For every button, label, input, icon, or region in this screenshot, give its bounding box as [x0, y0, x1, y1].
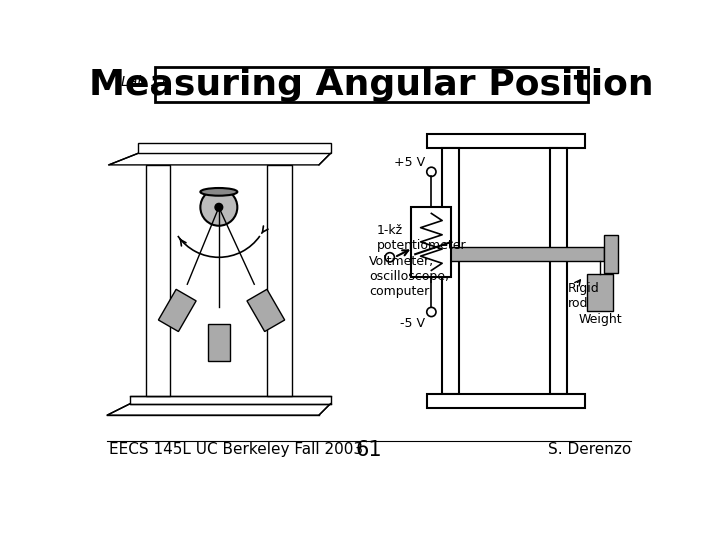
Bar: [158, 289, 196, 332]
Text: S. Derenzo: S. Derenzo: [547, 442, 631, 457]
Text: -5 V: -5 V: [400, 316, 426, 329]
Bar: [550, 148, 567, 394]
Bar: [415, 247, 604, 261]
Bar: [604, 235, 618, 273]
Bar: [267, 165, 292, 396]
Bar: [411, 207, 451, 276]
Text: +5 V: +5 V: [394, 156, 426, 168]
Circle shape: [385, 253, 395, 262]
Text: Measuring Angular Position: Measuring Angular Position: [89, 68, 654, 102]
Text: Weight: Weight: [578, 313, 622, 326]
Bar: [427, 394, 585, 408]
Bar: [145, 165, 171, 396]
Ellipse shape: [200, 188, 238, 195]
Bar: [208, 325, 230, 361]
Polygon shape: [107, 403, 330, 415]
Polygon shape: [109, 153, 330, 165]
Bar: [587, 274, 613, 311]
Bar: [138, 143, 330, 153]
Bar: [247, 289, 284, 332]
Text: Voltmeter,
oscilloscope,
computer: Voltmeter, oscilloscope, computer: [369, 255, 449, 298]
Circle shape: [215, 204, 222, 211]
Circle shape: [427, 307, 436, 316]
Circle shape: [427, 167, 436, 177]
Text: Lab 11: Lab 11: [121, 75, 168, 89]
Text: 61: 61: [356, 440, 382, 460]
Text: EECS 145L UC Berkeley Fall 2003: EECS 145L UC Berkeley Fall 2003: [109, 442, 363, 457]
Polygon shape: [130, 396, 330, 403]
Circle shape: [200, 189, 238, 226]
Text: Rigid
rod: Rigid rod: [567, 282, 600, 310]
Text: 1-kž
potentiometer: 1-kž potentiometer: [377, 224, 467, 252]
Bar: [427, 134, 585, 148]
Bar: [442, 148, 459, 394]
Bar: [155, 67, 588, 102]
